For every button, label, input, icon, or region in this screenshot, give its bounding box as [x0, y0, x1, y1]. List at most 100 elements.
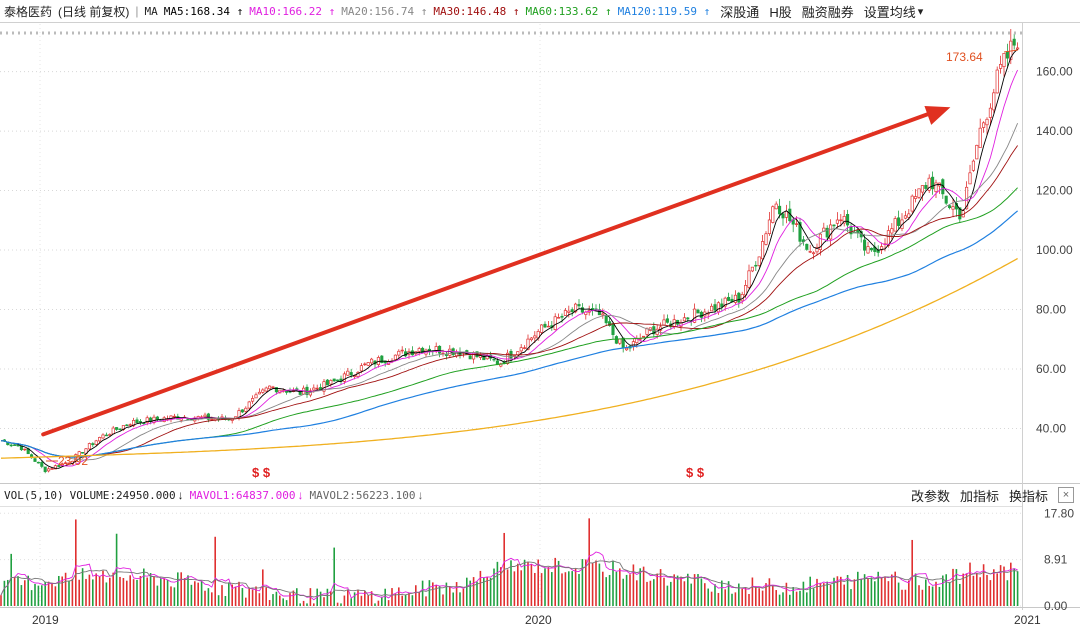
- volume-bar: [241, 588, 244, 606]
- volume-bar: [146, 577, 148, 606]
- volume-bar: [816, 578, 818, 606]
- candle-body: [920, 185, 924, 193]
- volume-bar: [333, 547, 335, 606]
- candle-body: [67, 462, 71, 465]
- candle-body: [329, 380, 333, 385]
- volume-bar: [710, 591, 713, 606]
- volume-bar: [748, 593, 750, 606]
- mavol2-arrow: ↓: [417, 488, 424, 502]
- volume-bar: [469, 580, 471, 606]
- volume-bar: [768, 578, 771, 606]
- volume-bar: [547, 567, 550, 606]
- volume-bar: [370, 591, 373, 606]
- candle-body: [53, 465, 57, 470]
- candle-body: [727, 296, 731, 301]
- volume-bar: [687, 573, 689, 606]
- volume-bar: [323, 597, 325, 606]
- volume-bar: [207, 588, 210, 606]
- x-tick-label: 2020: [525, 613, 552, 627]
- candle-body: [958, 207, 962, 220]
- volume-bar: [972, 575, 975, 606]
- button-shen-gu-tong[interactable]: 深股通: [720, 4, 760, 20]
- candle-body: [948, 205, 952, 209]
- button-margin[interactable]: 融资融券: [801, 4, 854, 20]
- mavol1-line: [0, 551, 1018, 601]
- volume-bar: [432, 582, 434, 606]
- candle-body: [869, 247, 873, 251]
- candle-body: [798, 222, 802, 242]
- volume-bar: [544, 568, 546, 606]
- price-tick-label: 100.00: [1036, 243, 1073, 257]
- candle-body: [349, 372, 353, 376]
- volume-bar: [921, 589, 924, 606]
- button-ma-settings[interactable]: 设置均线: [863, 4, 916, 20]
- candle-body: [417, 348, 421, 352]
- volume-bar: [636, 580, 638, 606]
- volume-bar: [384, 588, 386, 606]
- volume-bar: [54, 586, 57, 606]
- volume-bar: [251, 589, 254, 606]
- candle-body: [927, 177, 931, 191]
- volume-bar: [37, 585, 40, 606]
- candle-body: [968, 172, 972, 185]
- button-change-params[interactable]: 改参数: [910, 488, 950, 504]
- candle-body: [863, 239, 867, 251]
- candle-body: [312, 387, 316, 391]
- volume-bar: [683, 581, 686, 606]
- volume-tick-label: 8.91: [1044, 553, 1068, 567]
- volume-bar: [697, 574, 699, 606]
- volume-bar: [666, 585, 669, 606]
- volume-bar: [442, 594, 444, 606]
- volume-bar: [891, 574, 893, 606]
- button-h-share[interactable]: H股: [769, 4, 792, 20]
- candle-body: [808, 251, 812, 253]
- volume-bar: [646, 581, 648, 606]
- candle-body: [230, 418, 234, 421]
- candle-body: [237, 410, 241, 418]
- volume-bar: [700, 578, 703, 606]
- candle-body: [23, 448, 27, 451]
- volume-bar: [574, 568, 577, 606]
- volume-bar: [81, 568, 84, 606]
- volume-bar: [639, 568, 641, 606]
- candle-body: [829, 224, 833, 240]
- volume-bar: [581, 559, 584, 606]
- volume-bar: [908, 580, 910, 606]
- volume-bar: [982, 564, 985, 606]
- candle-body: [261, 389, 265, 393]
- volume-bar: [61, 576, 63, 606]
- volume-bar: [931, 586, 934, 606]
- volume-bar: [17, 576, 19, 606]
- volume-bar: [102, 570, 104, 606]
- volume-bar: [194, 581, 196, 606]
- volume-bar: [826, 581, 828, 606]
- volume-bar: [58, 575, 60, 606]
- ma-label: MA: [144, 4, 158, 18]
- volume-bar: [945, 574, 947, 606]
- volume-bar: [330, 591, 332, 606]
- volume-bar: [129, 575, 131, 606]
- candle-body: [618, 338, 622, 344]
- volume-bar: [1003, 566, 1005, 606]
- volume-bar: [979, 577, 981, 606]
- candle-body: [557, 317, 561, 319]
- volume-bar: [132, 579, 135, 606]
- volume-bar: [690, 583, 692, 606]
- button-add-indicator[interactable]: 加指标: [959, 488, 999, 504]
- volume-bar: [438, 586, 441, 606]
- volume-bar: [819, 582, 822, 606]
- ma20-line: [0, 123, 1019, 461]
- volume-bar: [75, 519, 77, 606]
- candle-body: [880, 246, 884, 251]
- volume-bar: [792, 587, 794, 606]
- button-switch-indicator[interactable]: 换指标: [1008, 488, 1048, 504]
- candle-body: [903, 215, 907, 219]
- volume-bar: [955, 569, 958, 606]
- volume-bar: [221, 585, 223, 606]
- volume-bar: [211, 592, 213, 606]
- close-icon[interactable]: ×: [1058, 487, 1074, 503]
- candle-body: [543, 323, 547, 328]
- mavol1-arrow: ↓: [297, 488, 304, 502]
- volume-bar: [843, 584, 845, 606]
- chevron-down-icon[interactable]: ▾: [917, 5, 924, 18]
